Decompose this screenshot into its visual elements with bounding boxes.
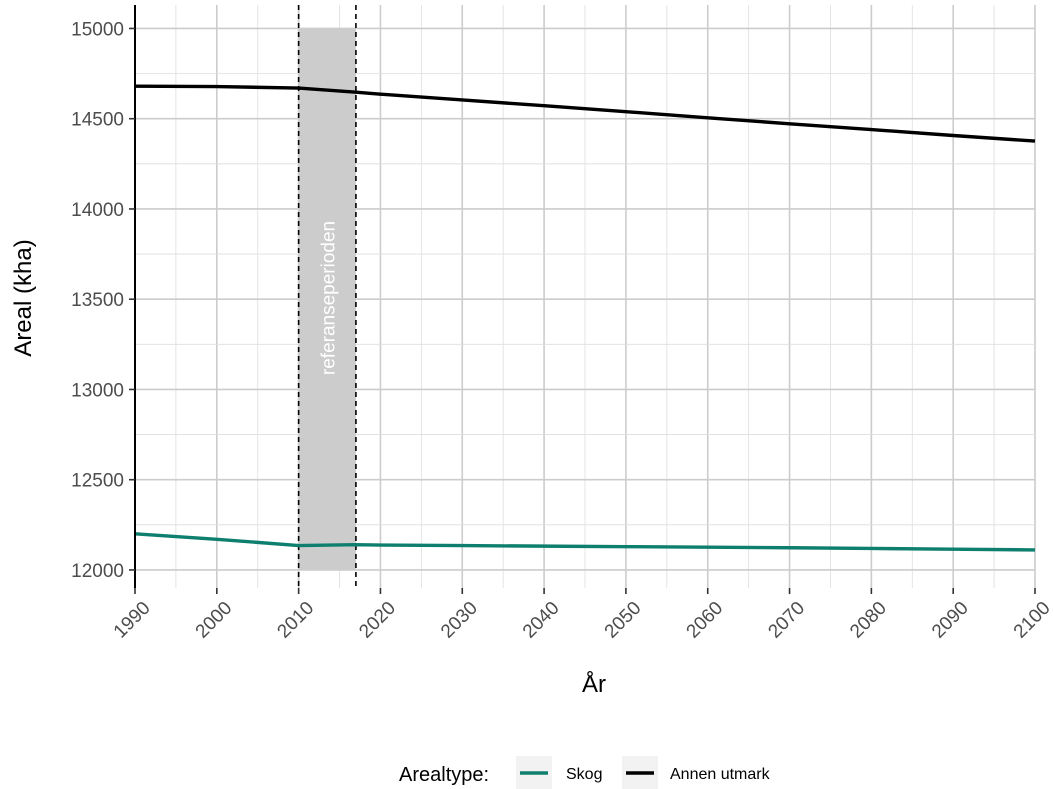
y-tick-label: 12500 — [71, 471, 124, 492]
legend-label: Annen utmark — [670, 766, 771, 783]
legend-title: Arealtype: — [399, 764, 489, 786]
x-tick-label: 2100 — [1010, 598, 1053, 643]
y-axis-title: Areal (kha) — [10, 239, 37, 356]
y-tick-label: 13000 — [71, 380, 124, 401]
x-tick-label: 1990 — [110, 598, 155, 643]
x-tick-label: 2040 — [519, 598, 564, 643]
y-tick-label: 13500 — [71, 290, 124, 311]
y-tick-label: 14500 — [71, 110, 124, 131]
legend: Arealtype: Skog Annen utmark — [399, 756, 771, 789]
x-tick-label: 2050 — [601, 598, 646, 643]
y-tick-label: 14000 — [71, 200, 124, 221]
axes — [129, 5, 1036, 594]
x-tick-label: 2020 — [355, 598, 400, 643]
x-tick-label: 2070 — [764, 598, 809, 643]
x-tick-label: 2060 — [683, 598, 728, 643]
y-tick-label: 12000 — [71, 561, 124, 582]
x-tick-label: 2080 — [846, 598, 891, 643]
reference-band-rect — [298, 28, 356, 570]
x-tick-label: 2010 — [273, 598, 318, 643]
x-tick-labels: 1990 2000 2010 2020 2030 2040 2050 2060 2070 2080… — [110, 598, 1053, 643]
y-tick-labels: 12000 12500 13000 13500 14000 14500 15000 — [71, 19, 124, 581]
y-tick-label: 15000 — [71, 19, 124, 40]
x-axis-title: År — [582, 670, 606, 698]
series-line-skog — [134, 532, 1036, 552]
legend-label: Skog — [566, 766, 602, 783]
x-tick-label: 2000 — [192, 598, 237, 643]
reference-band-label: referanseperioden — [318, 221, 339, 375]
series-line-annen-utmark — [134, 84, 1036, 143]
x-tick-label: 2090 — [928, 598, 973, 643]
reference-period-band: referanseperioden — [297, 5, 357, 588]
series-lines — [134, 84, 1036, 552]
grid — [134, 5, 1036, 588]
x-tick-label: 2030 — [437, 598, 482, 643]
